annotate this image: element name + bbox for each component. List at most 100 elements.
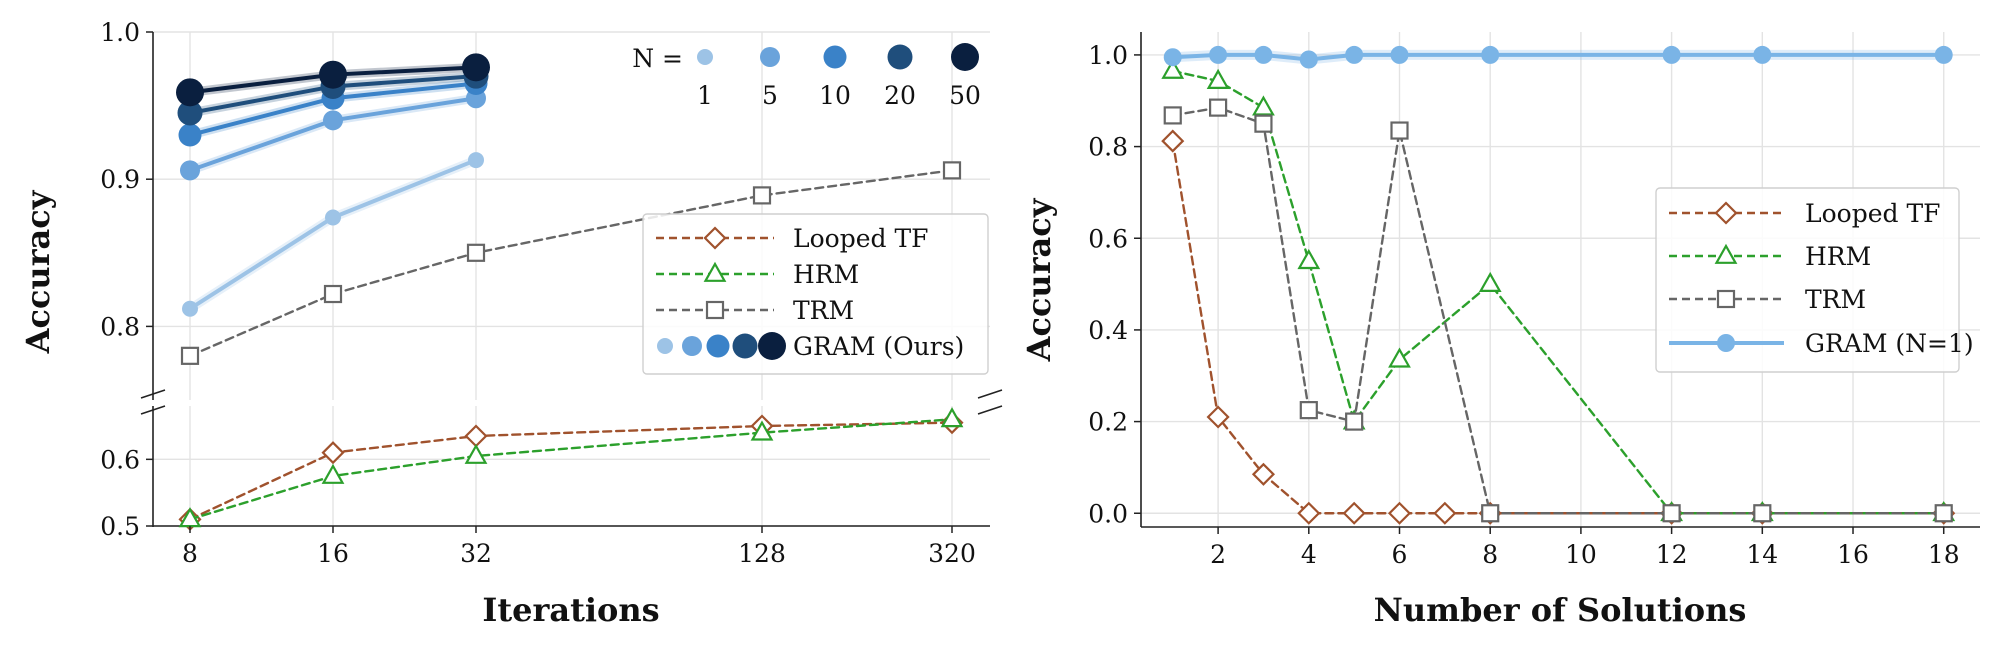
series-line-trm xyxy=(1171,106,1945,515)
legend-label: GRAM (N=1) xyxy=(1805,329,1974,358)
data-point-looped-tf xyxy=(321,441,345,465)
n-legend-dot xyxy=(760,47,780,67)
data-point-gram-n-1 xyxy=(1163,48,1182,67)
n-size-legend: N = 1 5 10 20 50 xyxy=(632,43,981,110)
x-tick-label: 128 xyxy=(738,539,786,568)
data-point-looped-tf xyxy=(1297,501,1321,525)
data-point-looped-tf xyxy=(1433,501,1457,525)
left-y-axis-title: Accuracy xyxy=(19,189,57,354)
y-tick-label: 0.6 xyxy=(1088,224,1128,253)
data-point-gram-n-1 xyxy=(1254,45,1273,64)
data-point-trm xyxy=(1662,504,1681,523)
legend-swatch-marker xyxy=(705,300,725,320)
data-point-trm xyxy=(1254,114,1273,133)
n-legend-value: 1 xyxy=(697,81,713,110)
legend-swatch-dot xyxy=(682,336,702,356)
legend-swatch-dot xyxy=(706,334,730,358)
legend-label: GRAM (Ours) xyxy=(793,332,964,361)
axis-break-mark xyxy=(977,405,1003,415)
left-x-axis-title: Iterations xyxy=(482,591,659,629)
series-line-looped-tf xyxy=(188,421,954,521)
data-point-gram-n-20 xyxy=(177,100,203,126)
data-point-trm xyxy=(466,243,486,262)
x-tick-label: 12 xyxy=(1656,540,1688,569)
legend-swatch-dot xyxy=(732,333,758,359)
legend-label: TRM xyxy=(793,296,854,325)
x-tick-label: 320 xyxy=(928,539,976,568)
right-y-axis-title: Accuracy xyxy=(1020,197,1058,362)
n-legend-value: 10 xyxy=(819,81,851,110)
n-legend-value: 50 xyxy=(949,81,981,110)
left-chart: 8 16 32 128 320 1.0 0.9 0.8 0.6 0.5 Iterations Ac… xyxy=(19,18,1003,629)
y-tick-label: 0.2 xyxy=(1088,408,1128,437)
data-point-trm xyxy=(1208,98,1228,117)
data-point-looped-tf xyxy=(1251,462,1276,486)
data-point-gram-n-1 xyxy=(1209,45,1228,64)
data-point-trm xyxy=(1934,504,1953,523)
legend-label: Looped TF xyxy=(793,224,928,253)
y-tick-label: 0.6 xyxy=(100,445,140,474)
left-series-layer xyxy=(176,53,964,531)
right-series-layer xyxy=(1161,45,1956,525)
n-legend-dot xyxy=(887,44,913,70)
series-line-gram-n-1 xyxy=(1170,52,1946,62)
x-tick-label: 32 xyxy=(460,539,492,568)
data-point-gram-n-50 xyxy=(319,60,347,89)
data-point-looped-tf xyxy=(464,424,488,448)
data-point-hrm xyxy=(321,463,345,484)
legend-swatch-marker xyxy=(703,261,727,282)
series-line-hrm xyxy=(188,418,954,521)
right-ticks: 2 4 6 8 10 12 14 16 18 0.0 0.2 0.4 0.6 0.8 1.0 xyxy=(1088,41,1959,569)
data-point-gram-n-1 xyxy=(468,152,484,169)
x-tick-label: 4 xyxy=(1301,540,1317,569)
data-point-gram-n-1 xyxy=(1662,45,1681,64)
data-point-gram-n-10 xyxy=(178,123,202,147)
data-point-hrm xyxy=(464,443,488,464)
legend-swatch-dot xyxy=(758,332,786,360)
x-tick-label: 10 xyxy=(1565,540,1597,569)
x-tick-label: 18 xyxy=(1928,540,1960,569)
y-tick-label: 0.0 xyxy=(1088,499,1128,528)
data-point-hrm xyxy=(1388,347,1411,368)
x-tick-label: 8 xyxy=(1482,540,1498,569)
legend-swatch-marker xyxy=(1716,289,1736,309)
n-legend-dot xyxy=(951,43,979,71)
data-point-gram-n-1 xyxy=(325,209,341,226)
y-tick-label: 0.8 xyxy=(1088,133,1128,162)
x-tick-label: 16 xyxy=(1837,540,1869,569)
legend-swatch-marker xyxy=(703,226,727,250)
data-point-looped-tf xyxy=(1206,405,1230,429)
legend-label: TRM xyxy=(1805,285,1866,314)
y-tick-label: 0.8 xyxy=(100,312,140,341)
data-point-looped-tf xyxy=(1387,501,1412,525)
n-legend-value: 20 xyxy=(884,81,916,110)
left-legend: Looped TF HRM TRM GRAM (Ours) xyxy=(642,213,989,375)
data-point-hrm xyxy=(1206,68,1230,89)
data-point-gram-n-5 xyxy=(323,110,343,131)
n-legend-value: 5 xyxy=(762,81,778,110)
data-point-gram-n-50 xyxy=(176,78,204,107)
axis-break-mark xyxy=(140,389,166,399)
y-tick-label: 0.9 xyxy=(100,165,140,194)
legend-label: HRM xyxy=(793,260,859,289)
data-point-looped-tf xyxy=(1161,129,1185,153)
data-point-hrm xyxy=(940,407,964,428)
data-point-trm xyxy=(1753,504,1772,523)
data-point-gram-n-1 xyxy=(1390,45,1409,64)
data-point-trm xyxy=(180,346,200,365)
legend-swatch-dot xyxy=(657,338,673,354)
right-x-axis-title: Number of Solutions xyxy=(1374,591,1747,629)
data-point-gram-n-1 xyxy=(182,300,198,317)
data-point-trm xyxy=(1390,121,1409,140)
data-point-trm xyxy=(323,284,343,304)
legend-label: Looped TF xyxy=(1805,199,1940,228)
legend-box xyxy=(642,213,989,375)
data-point-gram-n-1 xyxy=(1753,45,1772,64)
data-point-trm xyxy=(1481,504,1500,523)
data-point-looped-tf xyxy=(1342,501,1366,525)
y-tick-label: 0.5 xyxy=(100,512,140,541)
data-point-gram-n-1 xyxy=(1481,45,1500,64)
x-tick-label: 14 xyxy=(1746,540,1778,569)
right-legend: Looped TF HRM TRM GRAM (N=1) xyxy=(1655,187,1974,373)
